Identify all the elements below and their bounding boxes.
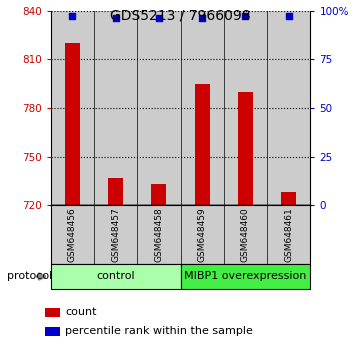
Bar: [281, 192, 296, 205]
Text: GSM648459: GSM648459: [198, 207, 206, 262]
Bar: [195, 84, 210, 205]
Point: [69, 13, 75, 19]
Text: control: control: [96, 272, 135, 281]
Bar: [51, 264, 180, 289]
Text: GSM648460: GSM648460: [241, 207, 250, 262]
Text: count: count: [65, 307, 96, 316]
Point: [243, 13, 248, 19]
Bar: [94, 11, 137, 205]
Point: [286, 13, 292, 19]
Bar: [65, 43, 80, 205]
Bar: [108, 178, 123, 205]
Text: percentile rank within the sample: percentile rank within the sample: [65, 326, 253, 336]
Text: GSM648461: GSM648461: [284, 207, 293, 262]
Text: GDS5213 / 7966098: GDS5213 / 7966098: [110, 9, 251, 23]
Point: [156, 16, 162, 21]
Bar: [224, 11, 267, 205]
Bar: [180, 11, 224, 205]
Point: [113, 16, 118, 21]
Text: GSM648456: GSM648456: [68, 207, 77, 262]
Bar: [51, 11, 94, 205]
Text: GSM648458: GSM648458: [155, 207, 163, 262]
Text: MIBP1 overexpression: MIBP1 overexpression: [184, 272, 306, 281]
Text: protocol: protocol: [7, 272, 52, 281]
Bar: [137, 11, 180, 205]
Bar: [238, 92, 253, 205]
Bar: [180, 264, 310, 289]
Bar: [267, 11, 310, 205]
Text: GSM648457: GSM648457: [111, 207, 120, 262]
Point: [199, 16, 205, 21]
Bar: [151, 184, 166, 205]
